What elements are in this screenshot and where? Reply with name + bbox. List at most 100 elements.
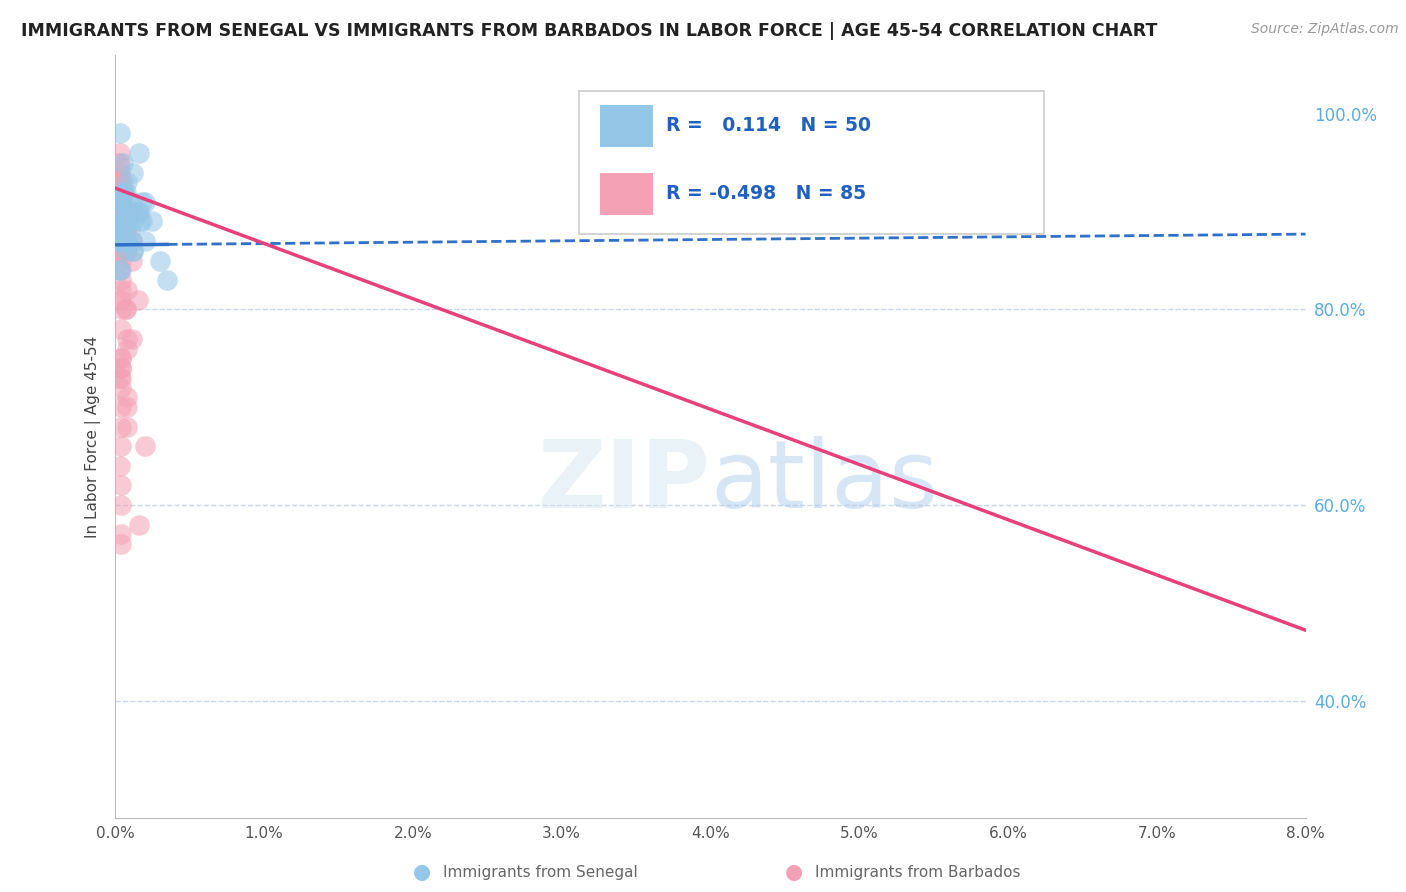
Point <box>108 234 131 248</box>
Point <box>114 234 136 248</box>
Bar <box>600 173 654 215</box>
Point <box>110 253 132 268</box>
Point <box>108 214 131 228</box>
Point <box>112 214 135 228</box>
Point <box>108 214 131 228</box>
Point <box>108 263 131 277</box>
Point <box>108 214 131 228</box>
Point <box>108 244 131 258</box>
Point <box>129 214 152 228</box>
Point <box>108 234 131 248</box>
Point <box>108 224 131 238</box>
Point <box>110 351 132 366</box>
Point <box>115 419 138 434</box>
Point <box>108 185 131 199</box>
Point <box>111 194 134 209</box>
Point <box>110 234 132 248</box>
Point <box>112 185 135 199</box>
Point <box>108 155 131 169</box>
Point <box>110 224 132 238</box>
Point <box>115 204 138 219</box>
Point <box>108 234 131 248</box>
Point <box>107 175 129 189</box>
Y-axis label: In Labor Force | Age 45-54: In Labor Force | Age 45-54 <box>86 335 101 538</box>
Point <box>108 185 131 199</box>
Point <box>115 214 138 228</box>
Point <box>107 155 129 169</box>
Point <box>107 224 129 238</box>
Bar <box>600 104 654 146</box>
Point <box>114 224 136 238</box>
Point <box>122 244 145 258</box>
Point <box>134 234 156 248</box>
Point <box>131 194 153 209</box>
Point <box>110 498 132 512</box>
Point <box>110 194 132 209</box>
Point <box>121 332 143 346</box>
Text: R =   0.114   N = 50: R = 0.114 N = 50 <box>666 116 872 135</box>
Point <box>114 244 136 258</box>
Point <box>110 527 132 541</box>
Point <box>128 517 150 532</box>
Point <box>110 293 132 307</box>
Point <box>110 322 132 336</box>
Point <box>131 214 153 228</box>
Point <box>108 204 131 219</box>
Text: Immigrants from Barbados: Immigrants from Barbados <box>815 865 1021 880</box>
Point <box>110 351 132 366</box>
Point <box>108 224 131 238</box>
Point <box>134 194 156 209</box>
Point <box>115 391 138 405</box>
Point <box>110 478 132 492</box>
Point <box>108 224 131 238</box>
Point <box>110 401 132 415</box>
Point <box>108 263 131 277</box>
Point <box>110 283 132 297</box>
Point <box>111 175 134 189</box>
Point <box>108 194 131 209</box>
Point <box>108 127 131 141</box>
Point <box>149 253 172 268</box>
Point <box>108 194 131 209</box>
Point <box>108 175 131 189</box>
Point <box>108 204 131 219</box>
Point <box>110 419 132 434</box>
Point <box>115 401 138 415</box>
Text: IMMIGRANTS FROM SENEGAL VS IMMIGRANTS FROM BARBADOS IN LABOR FORCE | AGE 45-54 C: IMMIGRANTS FROM SENEGAL VS IMMIGRANTS FR… <box>21 22 1157 40</box>
Point <box>108 214 131 228</box>
Point <box>117 214 139 228</box>
Point <box>114 302 136 317</box>
Point <box>108 165 131 179</box>
Point <box>108 458 131 473</box>
Point <box>110 194 132 209</box>
Point <box>110 439 132 453</box>
Point <box>108 204 131 219</box>
Point <box>122 244 145 258</box>
Point <box>112 214 135 228</box>
Point <box>122 214 145 228</box>
Point <box>115 204 138 219</box>
Point <box>141 214 163 228</box>
Point <box>110 537 132 551</box>
Point <box>108 175 131 189</box>
FancyBboxPatch shape <box>579 91 1043 235</box>
Point <box>127 293 149 307</box>
Point <box>108 175 131 189</box>
Point <box>108 194 131 209</box>
Point <box>128 145 150 160</box>
Point <box>108 194 131 209</box>
Point <box>121 234 143 248</box>
Point <box>108 234 131 248</box>
Point <box>107 194 129 209</box>
Point <box>115 283 138 297</box>
Point <box>111 185 134 199</box>
Text: R = -0.498   N = 85: R = -0.498 N = 85 <box>666 185 866 203</box>
Point <box>110 381 132 395</box>
Point <box>108 244 131 258</box>
Point <box>108 224 131 238</box>
Point <box>110 263 132 277</box>
Point <box>156 273 179 287</box>
Point <box>108 185 131 199</box>
Point <box>121 194 143 209</box>
Point <box>110 224 132 238</box>
